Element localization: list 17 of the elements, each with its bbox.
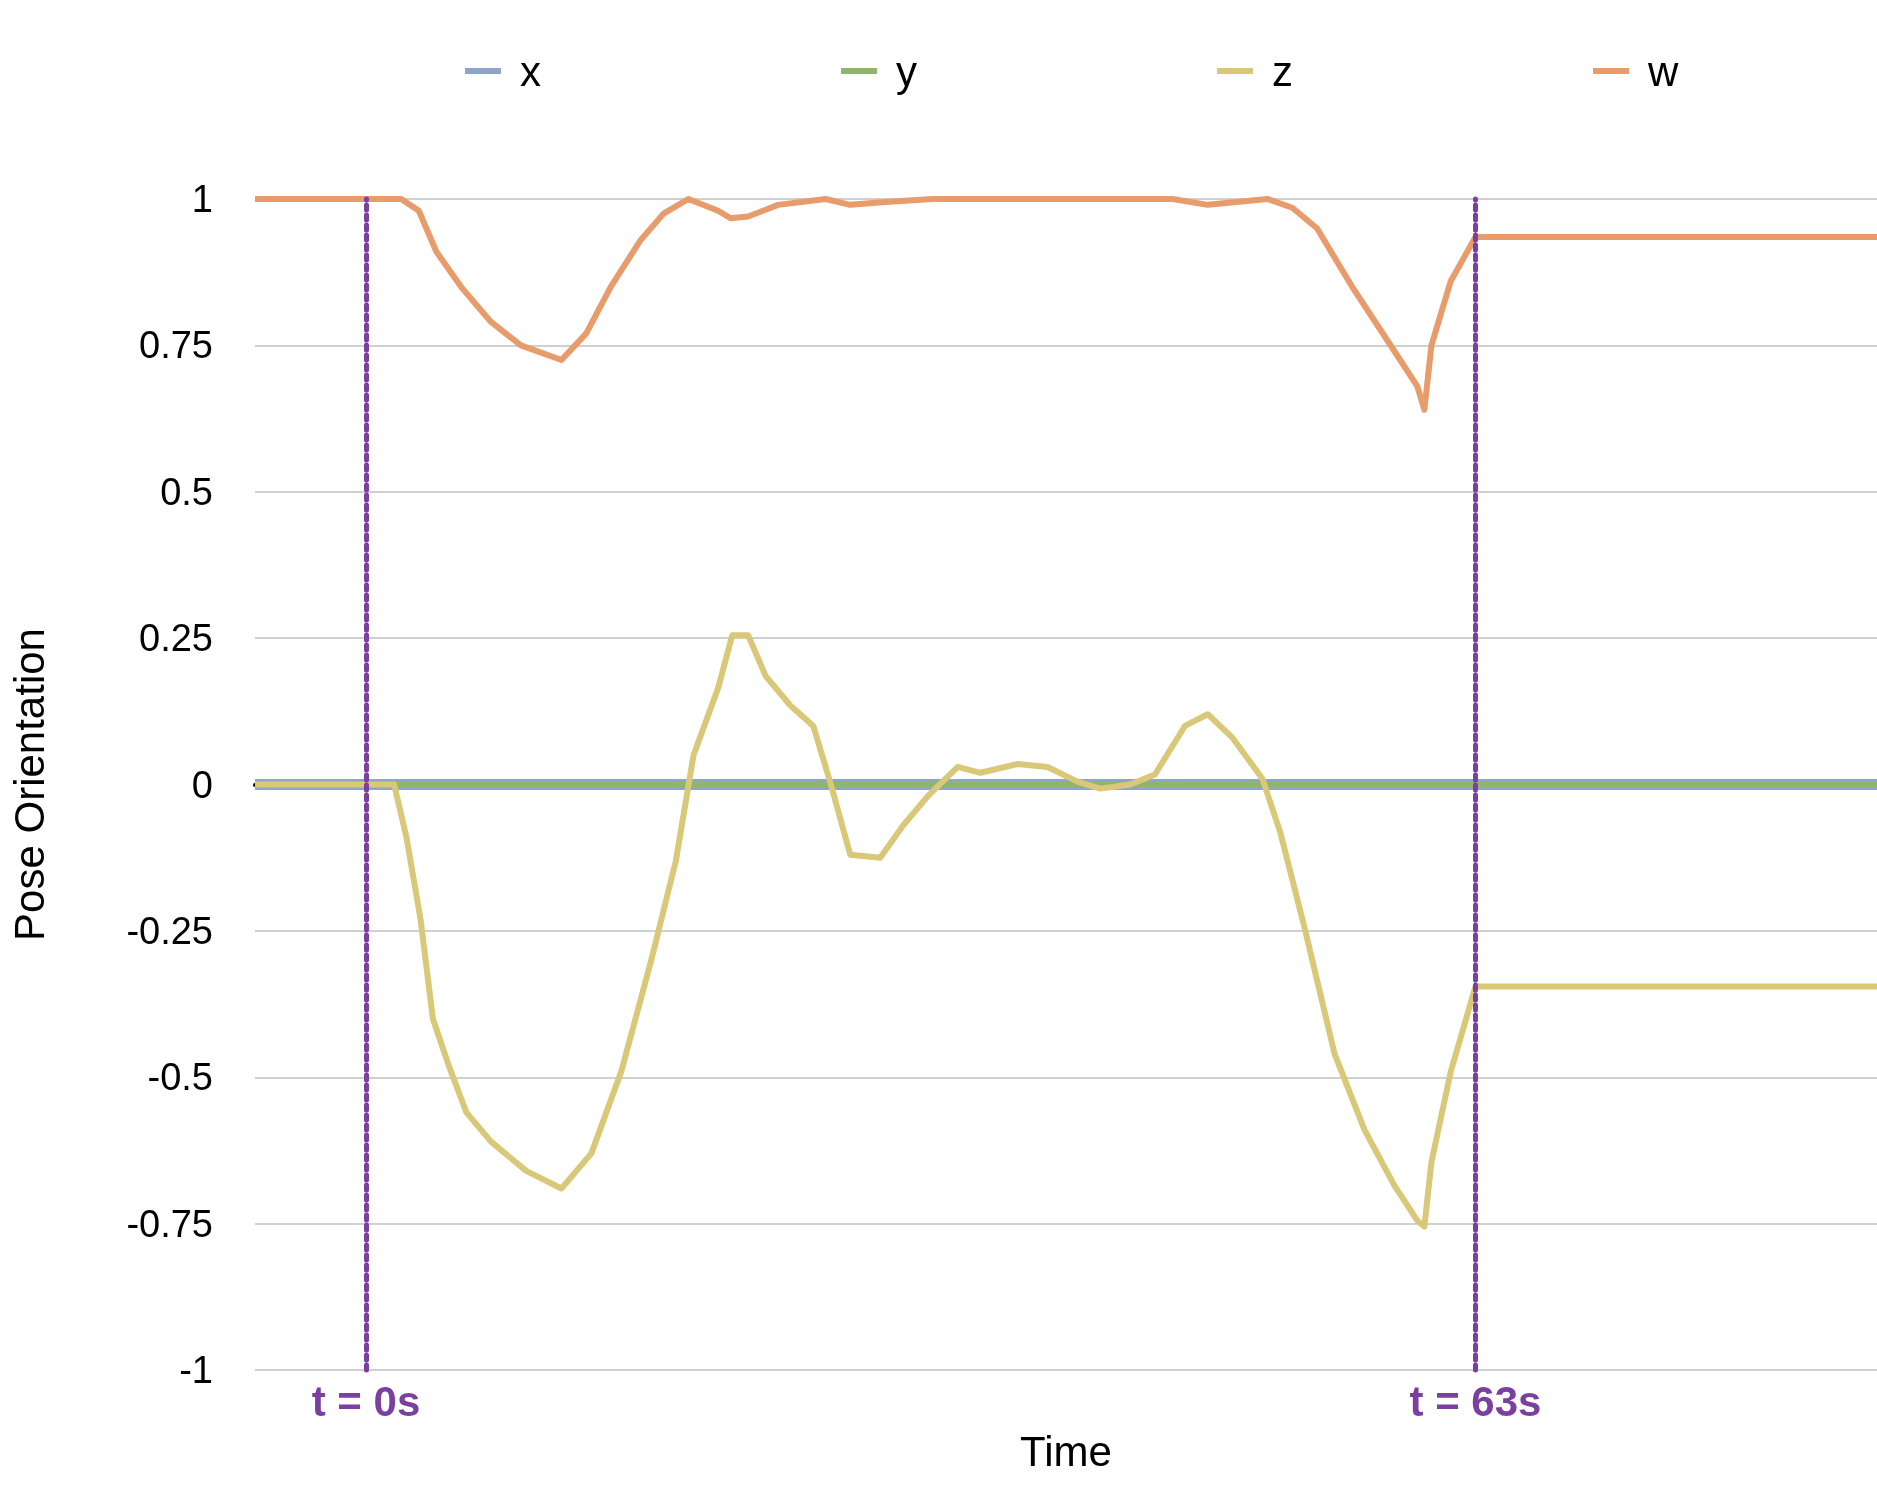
y-tick-label: -0.25 (126, 909, 213, 952)
y-tick-label: 1 (191, 178, 213, 220)
legend-label: y (896, 47, 917, 95)
y-tick-label: 0 (191, 763, 213, 806)
x-axis-title: Time (1020, 1427, 1112, 1475)
legend-label: w (1647, 47, 1679, 95)
y-tick-label: -0.5 (147, 1056, 213, 1099)
legend-label: z (1272, 47, 1293, 95)
legend-label: x (520, 47, 541, 95)
y-tick-label: 0.5 (160, 470, 213, 513)
ref-line-label: t = 0s (311, 1377, 421, 1425)
y-axis-title: Pose Orientation (5, 628, 53, 941)
y-tick-label: 0.25 (139, 617, 213, 660)
y-tick-label: -1 (179, 1349, 213, 1391)
ref-line-label: t = 63s (1409, 1377, 1542, 1425)
y-tick-label: -0.75 (126, 1202, 213, 1245)
y-tick-label: 0.75 (139, 324, 213, 367)
